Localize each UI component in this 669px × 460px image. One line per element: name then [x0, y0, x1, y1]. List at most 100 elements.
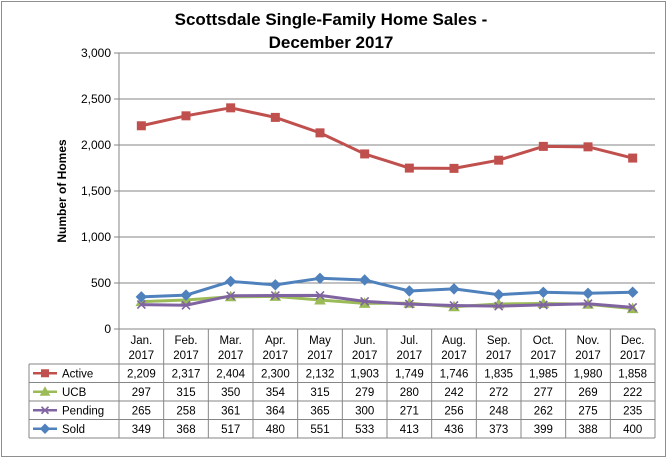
legend-label: UCB — [62, 387, 87, 399]
table-cell-value: 256 — [444, 405, 463, 417]
data-point — [181, 111, 191, 121]
data-point — [449, 163, 459, 173]
data-point — [360, 149, 370, 159]
data-point — [40, 406, 50, 415]
data-point — [224, 275, 237, 288]
data-point-stroke — [494, 301, 504, 311]
series-line — [141, 106, 634, 170]
x-tick-label-month: Aug. — [442, 335, 466, 347]
data-point-stroke — [40, 406, 50, 415]
data-point-stroke — [404, 299, 414, 309]
table-cell-value: 1,749 — [395, 368, 424, 380]
table-cell-value: 1,980 — [574, 368, 603, 380]
table-cell-value: 361 — [221, 405, 240, 417]
data-point — [448, 283, 460, 295]
table-cell-value: 279 — [355, 387, 374, 399]
legend-label: Pending — [62, 405, 104, 417]
legend-label: Active — [62, 368, 93, 380]
data-point-stroke — [136, 300, 146, 310]
legend-label: Sold — [62, 424, 85, 436]
series-line — [141, 293, 633, 309]
table-cell-value: 350 — [221, 387, 240, 399]
y-tick-label: 2,500 — [81, 92, 111, 106]
y-tick-labels: 0 500 1,000 1,500 2,000 2,500 3,000 — [81, 46, 111, 336]
x-tick-label-year: 2017 — [531, 350, 557, 362]
table-cell-value: 533 — [355, 424, 374, 436]
x-tick-label-year: 2017 — [263, 350, 289, 362]
series-line — [141, 276, 633, 299]
x-tick-label-month: Jul. — [400, 335, 418, 347]
y-tick-label: 2,000 — [81, 138, 111, 152]
series-active — [136, 103, 638, 173]
y-axis-label: Number of Homes — [55, 139, 69, 243]
x-tick-label-year: 2017 — [486, 350, 512, 362]
data-point — [494, 155, 504, 165]
data-point — [136, 121, 146, 131]
table-cell-value: 2,300 — [261, 368, 290, 380]
data-point — [537, 286, 550, 298]
data-point — [628, 302, 638, 312]
data-point — [315, 128, 325, 138]
data-point — [135, 291, 148, 303]
data-point — [449, 300, 459, 311]
table-cell-value: 365 — [310, 405, 329, 417]
table-cell-value: 436 — [444, 424, 463, 436]
data-point — [315, 290, 325, 300]
x-tick-label-month: Jun. — [354, 335, 376, 347]
x-tick-label-year: 2017 — [173, 350, 199, 362]
table-cell-value: 272 — [489, 387, 508, 399]
y-tick-label: 1,000 — [81, 230, 111, 244]
data-point — [314, 272, 326, 285]
table-cell-value: 368 — [176, 424, 195, 436]
data-point-stroke — [583, 299, 593, 309]
chart-title-line2: December 2017 — [269, 33, 394, 52]
data-point-stroke — [270, 290, 280, 301]
table-cell-value: 1,858 — [618, 368, 647, 380]
data-point — [404, 163, 414, 173]
table-cell-value: 364 — [266, 405, 286, 417]
table-cell-value: 315 — [310, 387, 329, 399]
table-cell-value: 517 — [221, 424, 240, 436]
table-cell-value: 258 — [176, 405, 195, 417]
table-cell-value: 2,317 — [172, 368, 201, 380]
table-cell-value: 1,903 — [350, 368, 379, 380]
table-cell-value: 297 — [132, 387, 151, 399]
table-cell-value: 262 — [534, 405, 553, 417]
gridlines — [114, 52, 655, 330]
data-point — [538, 141, 548, 151]
x-tick-label-year: 2017 — [620, 350, 646, 362]
x-tick-label-month: Feb. — [174, 335, 197, 347]
table-cell-value: 2,404 — [216, 368, 245, 380]
x-tick-label-month: May — [309, 335, 331, 347]
table-cell-value: 269 — [578, 387, 597, 399]
y-tick-label: 0 — [104, 322, 111, 336]
table-cell-value: 388 — [578, 424, 597, 436]
x-tick-label-year: 2017 — [352, 350, 378, 362]
data-point-stroke — [360, 296, 370, 306]
data-point — [314, 293, 326, 305]
series-lines — [135, 103, 639, 314]
table-cell-value: 222 — [623, 387, 642, 399]
data-point — [358, 274, 371, 286]
table-cell-value: 400 — [623, 424, 642, 436]
data-point — [403, 285, 416, 297]
x-tick-label-month: Apr. — [265, 335, 285, 347]
x-tick-label-year: 2017 — [307, 350, 333, 362]
x-tick-label-year: 2017 — [397, 350, 423, 362]
data-point — [181, 300, 191, 310]
data-point — [628, 153, 638, 163]
data-point — [538, 300, 548, 310]
data-point — [582, 287, 594, 300]
data-point — [583, 142, 593, 152]
data-point — [494, 301, 504, 311]
chart-title-line1: Scottsdale Single-Family Home Sales - — [175, 10, 488, 29]
y-tick-label: 1,500 — [81, 184, 111, 198]
x-tick-label-month: Jan. — [130, 335, 152, 347]
table-cell-value: 275 — [578, 405, 597, 417]
table-cell-value: 280 — [400, 387, 419, 399]
x-tick-label-year: 2017 — [441, 350, 467, 362]
table-cell-value: 300 — [355, 405, 374, 417]
table-cell-value: 480 — [266, 424, 285, 436]
